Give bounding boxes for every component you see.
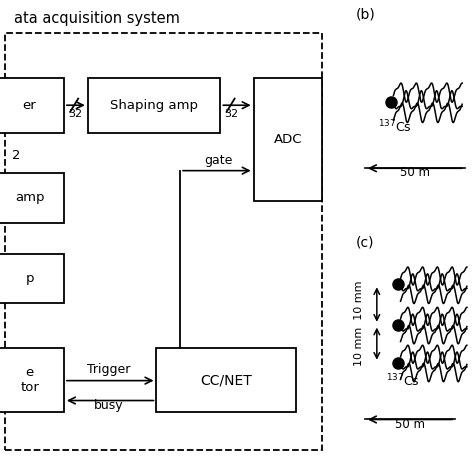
Bar: [0, 78, 64, 133]
Bar: [88, 78, 220, 133]
Text: $^{137}$Cs: $^{137}$Cs: [378, 119, 412, 136]
Text: ADC: ADC: [273, 133, 302, 146]
Text: 2: 2: [12, 149, 20, 162]
Text: Trigger: Trigger: [87, 363, 131, 376]
Text: amp: amp: [15, 191, 45, 204]
Bar: [0, 254, 64, 303]
Text: e
tor: e tor: [20, 366, 39, 394]
Text: ata acquisition system: ata acquisition system: [14, 11, 180, 26]
Text: 50 m: 50 m: [395, 418, 425, 430]
Text: (b): (b): [356, 8, 375, 22]
Text: p: p: [26, 272, 34, 285]
Text: 50 m: 50 m: [400, 166, 430, 179]
Bar: [0, 173, 64, 223]
Text: 10 mm  10 mm: 10 mm 10 mm: [354, 281, 365, 366]
Text: $^{137}$Cs: $^{137}$Cs: [386, 373, 420, 389]
Text: busy: busy: [94, 399, 124, 411]
Bar: [156, 348, 296, 412]
Text: CC/NET: CC/NET: [201, 374, 252, 387]
Text: (c): (c): [356, 236, 374, 249]
Text: er: er: [23, 99, 36, 112]
Text: gate: gate: [204, 154, 232, 166]
Text: 32: 32: [224, 109, 238, 118]
Text: Shaping amp: Shaping amp: [110, 99, 198, 112]
Bar: [254, 78, 322, 201]
Bar: [0, 348, 64, 412]
Text: 32: 32: [68, 109, 82, 118]
Bar: [5, 33, 322, 450]
